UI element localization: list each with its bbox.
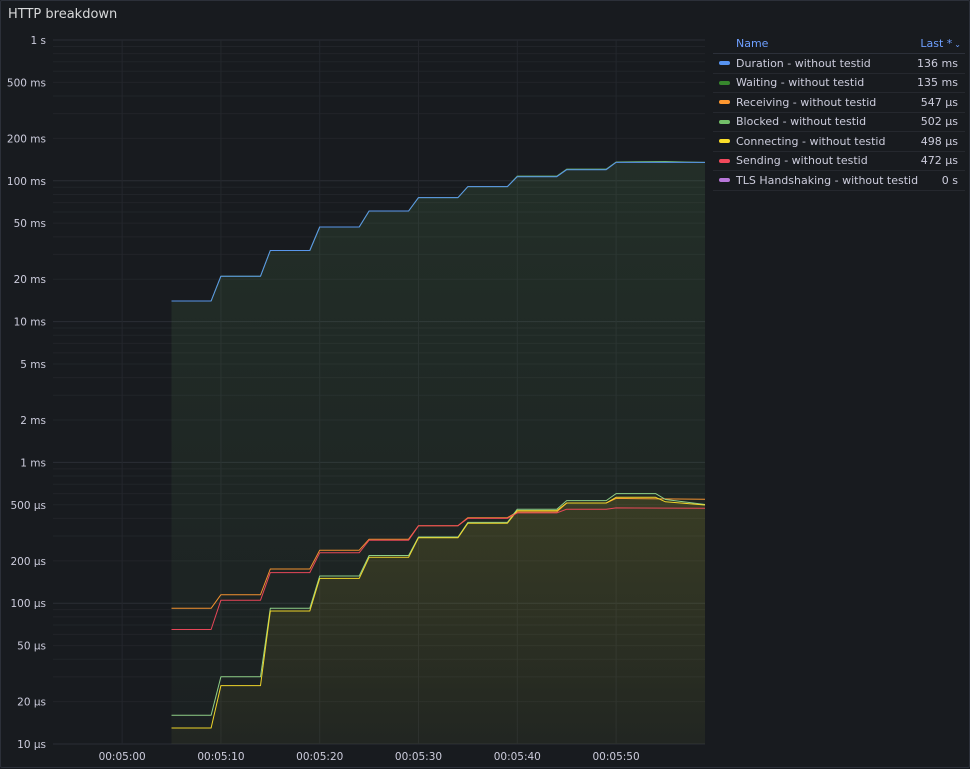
legend-table: Name Last * ⌄ Duration - without testid 13… (713, 33, 965, 191)
legend-item[interactable]: Waiting - without testid 135 ms (713, 74, 965, 93)
series-line[interactable] (171, 161, 706, 302)
x-tick-label: 00:05:40 (494, 751, 541, 763)
x-axis: 00:05:00 00:05:10 00:05:20 00:05:30 00:05:40… (99, 751, 640, 763)
y-tick-label: 1 s (31, 35, 47, 47)
y-tick-label: 100 µs (10, 598, 46, 610)
legend-column-last[interactable]: Last * ⌄ (920, 37, 961, 50)
legend-item-label: Waiting - without testid (736, 76, 865, 90)
legend-column-last-label: Last * (920, 36, 953, 50)
y-tick-label: 100 ms (7, 176, 46, 188)
legend-item-label: Sending - without testid (736, 154, 868, 168)
legend-item-label: Receiving - without testid (736, 95, 877, 109)
series-group (171, 161, 706, 744)
y-tick-label: 5 ms (20, 359, 46, 371)
legend-rows: Duration - without testid 136 ms Waiting -… (713, 54, 965, 191)
y-tick-label: 10 µs (17, 739, 46, 751)
y-tick-label: 2 ms (20, 415, 46, 427)
legend-item-label: TLS Handshaking - without testid (736, 173, 919, 187)
y-axis: 1 s 500 ms 200 ms 100 ms 50 ms 20 ms 10 ms 5 ms… (7, 35, 46, 751)
legend-item[interactable]: Sending - without testid 472 µs (713, 152, 965, 171)
legend-color-swatch (719, 139, 730, 144)
legend-item[interactable]: Connecting - without testid 498 µs (713, 132, 965, 152)
y-tick-label: 50 µs (17, 641, 46, 653)
series-line[interactable] (171, 507, 706, 630)
y-tick-label: 1 ms (20, 457, 46, 469)
legend-item[interactable]: Duration - without testid 136 ms (713, 54, 965, 74)
series-area (171, 497, 705, 744)
y-tick-label: 200 ms (7, 133, 46, 145)
legend-item-value: 472 µs (920, 154, 958, 168)
y-tick-label: 500 µs (10, 500, 46, 512)
y-tick-label: 20 µs (17, 697, 46, 709)
legend-item-value: 547 µs (920, 95, 958, 109)
series-line[interactable] (171, 493, 706, 716)
legend-item-value: 0 s (941, 173, 958, 187)
legend-item-label: Connecting - without testid (736, 134, 886, 148)
legend-color-swatch (719, 178, 730, 183)
series-line[interactable] (171, 496, 706, 729)
x-tick-label: 00:05:00 (99, 751, 146, 763)
legend-color-swatch (719, 80, 730, 85)
legend-item-label: Blocked - without testid (736, 115, 867, 129)
legend-header: Name Last * ⌄ (713, 33, 965, 54)
legend-item-value: 135 ms (917, 76, 958, 90)
legend-color-swatch (719, 61, 730, 66)
legend-column-name[interactable]: Name (736, 36, 769, 50)
legend-item[interactable]: Receiving - without testid 547 µs (713, 93, 965, 113)
legend-color-swatch (719, 158, 730, 163)
legend-color-swatch (719, 100, 730, 105)
panel-title: HTTP breakdown (8, 7, 118, 22)
legend-item-value: 502 µs (920, 115, 958, 129)
y-tick-label: 500 ms (7, 77, 46, 89)
y-tick-label: 20 ms (14, 274, 46, 286)
legend-color-swatch (719, 119, 730, 124)
legend-item[interactable]: Blocked - without testid 502 µs (713, 113, 965, 132)
legend-item[interactable]: TLS Handshaking - without testid 0 s (713, 171, 965, 191)
x-tick-label: 00:05:50 (593, 751, 640, 763)
y-tick-label: 200 µs (10, 556, 46, 568)
x-tick-label: 00:05:20 (296, 751, 343, 763)
legend-item-label: Duration - without testid (736, 56, 871, 70)
y-tick-label: 50 ms (14, 218, 46, 230)
chevron-down-icon: ⌄ (954, 39, 961, 49)
x-tick-label: 00:05:30 (395, 751, 442, 763)
legend-item-value: 136 ms (917, 56, 958, 70)
legend-item-value: 498 µs (920, 134, 958, 148)
x-tick-label: 00:05:10 (197, 751, 244, 763)
y-tick-label: 10 ms (14, 317, 46, 329)
